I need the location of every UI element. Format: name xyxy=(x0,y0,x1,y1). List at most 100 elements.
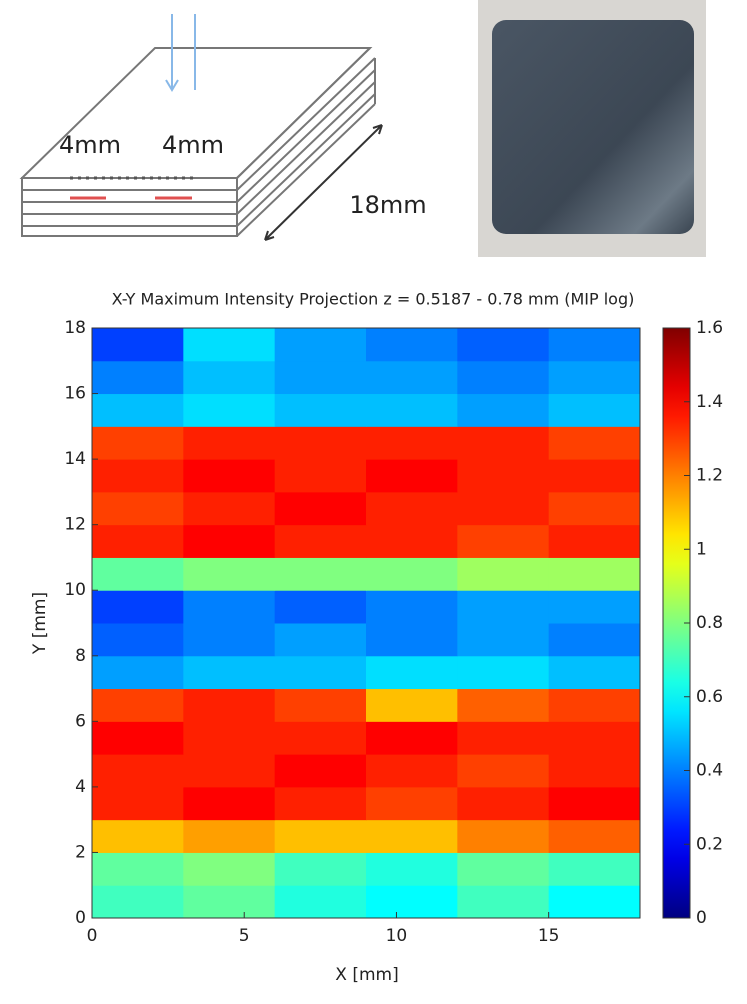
y-tick-label: 16 xyxy=(64,384,86,404)
heatmap-cell xyxy=(366,590,458,624)
heatmap-cell xyxy=(274,393,367,427)
heatmap-cell xyxy=(183,688,276,722)
heatmap-cell xyxy=(457,754,550,788)
y-tick-label: 4 xyxy=(75,777,86,797)
heatmap-cell xyxy=(92,328,184,362)
heatmap-cell xyxy=(274,426,367,460)
colorbar-tick-label: 1.2 xyxy=(696,466,723,486)
heatmap-cell xyxy=(92,885,184,919)
heatmap-cell xyxy=(92,655,184,690)
heatmap-cell xyxy=(457,328,550,362)
heatmap-cell xyxy=(92,721,184,755)
x-tick-label: 0 xyxy=(87,926,98,946)
heatmap-cell xyxy=(183,328,276,362)
heatmap-cell xyxy=(548,688,641,722)
heatmap-cell xyxy=(366,360,458,395)
heatmap-cell xyxy=(366,623,458,657)
heatmap-cell xyxy=(274,688,367,722)
heatmap-cell xyxy=(548,655,641,690)
heatmap-cell xyxy=(183,590,276,624)
beam-arrows xyxy=(165,14,196,92)
heatmap-cell xyxy=(366,393,458,427)
heatmap-cell xyxy=(274,459,367,493)
heatmap-cell xyxy=(548,786,641,821)
heatmap-cell xyxy=(183,819,276,853)
heatmap-cell xyxy=(548,885,641,919)
heatmap-cell xyxy=(548,491,641,526)
colorbar-tick-label: 1.6 xyxy=(696,318,723,338)
heatmap-cell xyxy=(366,459,458,493)
heatmap-cell xyxy=(366,885,458,919)
y-axis-label: Y [mm] xyxy=(30,592,50,655)
heatmap-cell xyxy=(183,426,276,460)
heatmap-cell xyxy=(457,786,550,821)
colorbar-tick-label: 0.4 xyxy=(696,761,723,781)
y-tick-label: 6 xyxy=(75,711,86,731)
heatmap-cell xyxy=(548,852,641,886)
heatmap-cell xyxy=(457,360,550,395)
heatmap-cell xyxy=(183,885,276,919)
heatmap-cell xyxy=(548,328,641,362)
x-tick-label: 10 xyxy=(386,926,408,946)
heatmap-cell xyxy=(548,623,641,657)
heatmap-cell xyxy=(366,426,458,460)
heatmap-cell xyxy=(548,754,641,788)
photo-sample xyxy=(492,20,694,234)
heatmap-cell xyxy=(183,754,276,788)
heatmap-cell xyxy=(183,721,276,755)
heatmap-cell xyxy=(92,623,184,657)
heatmap-cell xyxy=(274,491,367,526)
heatmap-cell xyxy=(274,786,367,821)
heatmap-cell xyxy=(457,491,550,526)
colorbar-tick-label: 0.6 xyxy=(696,687,723,707)
heatmap-cell xyxy=(457,688,550,722)
heatmap-cell xyxy=(92,590,184,624)
dim-label: 18mm xyxy=(349,191,426,219)
heatmap-cell xyxy=(457,655,550,690)
heatmap-cell xyxy=(366,786,458,821)
heatmap-cell xyxy=(92,393,184,427)
heatmap-cell xyxy=(457,721,550,755)
heatmap-cell xyxy=(548,524,641,558)
heatmap-cell xyxy=(366,721,458,755)
heatmap-cell xyxy=(366,819,458,853)
heatmap-cell xyxy=(183,623,276,657)
y-tick-label: 0 xyxy=(75,908,86,928)
heatmap-cell xyxy=(183,524,276,558)
heatmap-cell xyxy=(457,819,550,853)
heatmap-cell xyxy=(274,819,367,853)
heatmap-cell xyxy=(92,786,184,821)
chart-title: X-Y Maximum Intensity Projection z = 0.5… xyxy=(112,290,635,309)
heatmap-cell xyxy=(274,590,367,624)
heatmap-cell xyxy=(92,754,184,788)
heatmap-cell xyxy=(366,688,458,722)
y-tick-label: 10 xyxy=(64,580,86,600)
heatmap-cell xyxy=(274,623,367,657)
heatmap-cell xyxy=(366,328,458,362)
dimension-arrow xyxy=(264,124,383,241)
heatmap-cell xyxy=(92,852,184,886)
heatmap-cell xyxy=(183,459,276,493)
heatmap-cell xyxy=(366,557,458,591)
heatmap-cell xyxy=(274,721,367,755)
heatmap-cell xyxy=(274,852,367,886)
heatmap-cell xyxy=(548,459,641,493)
heatmap-cell xyxy=(548,557,641,591)
y-tick-label: 2 xyxy=(75,842,86,862)
heatmap-cell xyxy=(548,819,641,853)
heatmap-cell xyxy=(92,688,184,722)
y-tick-label: 12 xyxy=(64,515,86,535)
heatmap-cell xyxy=(457,426,550,460)
schematic xyxy=(19,14,383,241)
heatmap-cell xyxy=(92,557,184,591)
heatmap-cell xyxy=(183,491,276,526)
heatmap-cell xyxy=(366,852,458,886)
heatmap-cell xyxy=(183,557,276,591)
heatmap-cell xyxy=(92,524,184,558)
heatmap-cell xyxy=(457,524,550,558)
heatmap-cell xyxy=(92,819,184,853)
heatmap-cell xyxy=(366,754,458,788)
heatmap-cell xyxy=(548,426,641,460)
